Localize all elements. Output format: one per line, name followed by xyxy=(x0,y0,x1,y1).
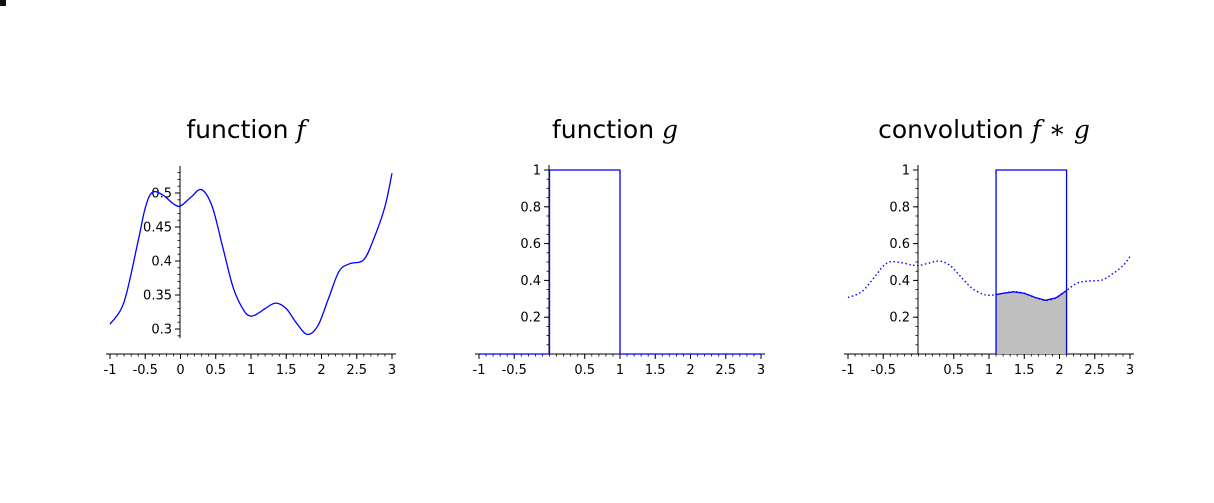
x-tick-label: 1.5 xyxy=(276,363,297,378)
y-tick-label: 1 xyxy=(902,164,910,179)
chart-title: function f xyxy=(186,115,309,144)
window-rectangle xyxy=(995,169,1068,354)
series-line-dotted xyxy=(847,256,1131,301)
y-tick-label: 0.2 xyxy=(889,311,910,326)
chart-panel-g: function g -1 -0.5 0.5 1 1.5 2 2.5 3 0.2 0.4 0.6 0.8… xyxy=(473,115,766,378)
y-tick-label: 0.2 xyxy=(520,311,541,326)
chart-title-math: f ∗ g xyxy=(1030,115,1090,144)
y-tick-label: 0.8 xyxy=(520,200,541,215)
x-tick-label: 1.5 xyxy=(645,363,666,378)
x-tick-label: 3 xyxy=(757,363,765,378)
chart-title-text: function xyxy=(552,115,662,144)
chart-panel-convolution: convolution f ∗ g -1 -0.5 0.5 1 1.5 2 2.5 3 0.2 0.… xyxy=(842,115,1135,378)
y-tick-label: 0.8 xyxy=(889,200,910,215)
x-tick-label: 1 xyxy=(985,363,993,378)
corner-mark xyxy=(0,0,6,6)
chart-title: function g xyxy=(552,115,678,144)
y-tick-label: 0.6 xyxy=(889,237,910,252)
chart-title-text: function xyxy=(186,115,296,144)
x-tick-label: -1 xyxy=(842,363,855,378)
y-tick-label: 0.4 xyxy=(889,274,910,289)
x-tick-label: 2 xyxy=(317,363,325,378)
x-tick-label: 0.5 xyxy=(943,363,964,378)
series-line xyxy=(109,173,393,336)
y-tick-label: 1 xyxy=(533,164,541,179)
y-tick-label: 0.6 xyxy=(520,237,541,252)
y-tick-label: 0.35 xyxy=(143,289,172,304)
x-tick-label: 2.5 xyxy=(346,363,367,378)
x-tick-label: 2.5 xyxy=(715,363,736,378)
y-tick-label: 0.4 xyxy=(520,274,541,289)
x-tick-label: -0.5 xyxy=(871,363,896,378)
chart-panel-f: function f -1 -0.5 0 0.5 1 1.5 2 2.5 3 0.3 0.35 0.4 0… xyxy=(104,115,397,378)
x-tick-label: 3 xyxy=(1126,363,1134,378)
chart-title-math: f xyxy=(294,115,309,144)
y-tick-label: 0.3 xyxy=(151,323,172,338)
x-tick-label: 2 xyxy=(1055,363,1063,378)
x-tick-label: -0.5 xyxy=(133,363,158,378)
chart-title: convolution f ∗ g xyxy=(878,115,1090,144)
x-tick-label: 2.5 xyxy=(1084,363,1105,378)
x-tick-label: 1 xyxy=(616,363,624,378)
x-tick-label: 0.5 xyxy=(205,363,226,378)
x-tick-label: 1.5 xyxy=(1014,363,1035,378)
chart-title-text: convolution xyxy=(878,115,1032,144)
y-tick-label: 0.45 xyxy=(143,221,172,236)
x-tick-label: 0 xyxy=(176,363,184,378)
x-tick-label: 2 xyxy=(686,363,694,378)
x-tick-label: 1 xyxy=(247,363,255,378)
x-tick-label: 0.5 xyxy=(574,363,595,378)
chart-title-math: g xyxy=(662,115,678,144)
x-tick-label: -0.5 xyxy=(502,363,527,378)
y-tick-label: 0.4 xyxy=(151,255,172,270)
series-line-window xyxy=(995,289,1067,301)
x-tick-label: -1 xyxy=(104,363,117,378)
x-tick-label: 3 xyxy=(388,363,396,378)
series-line xyxy=(479,169,761,355)
shaded-area xyxy=(996,290,1067,354)
x-tick-label: -1 xyxy=(473,363,486,378)
